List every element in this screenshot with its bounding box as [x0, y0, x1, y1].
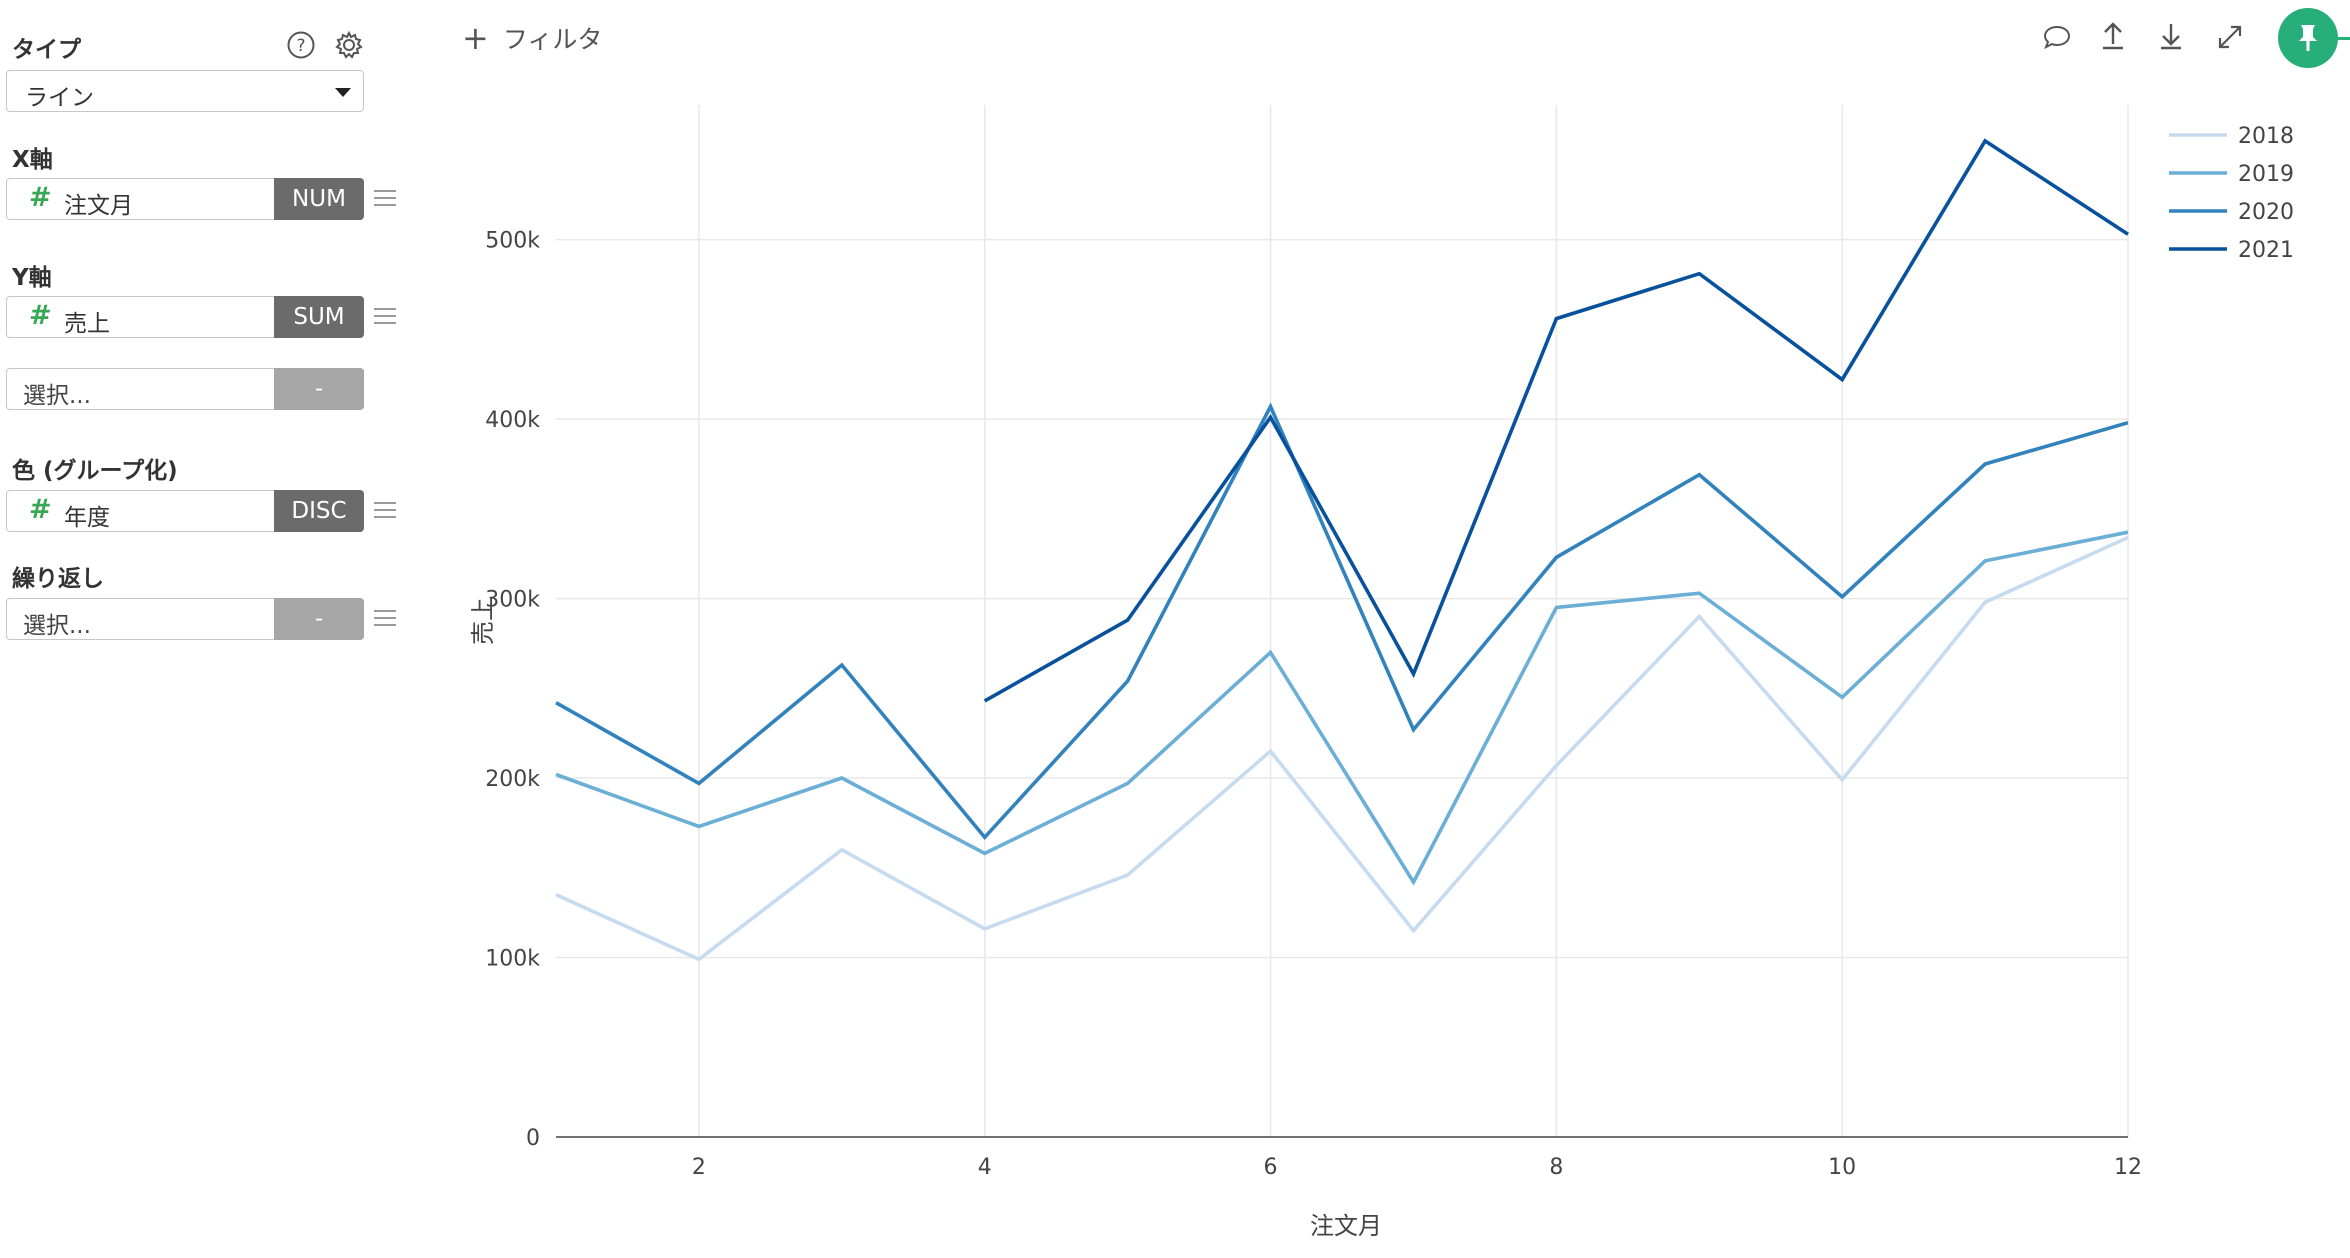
chart-settings-panel: タイプ ? ライン X軸 # 注文月 NUM Y軸 # 売上 SUM 選択...…: [0, 0, 420, 1258]
add-filter-button[interactable]: + フィルタ: [462, 20, 602, 56]
gear-icon[interactable]: [334, 30, 364, 60]
y-tick-label: 400k: [485, 408, 540, 433]
pin-button[interactable]: [2278, 8, 2338, 68]
chart-type-select[interactable]: ライン: [6, 70, 364, 112]
comment-icon[interactable]: [2042, 20, 2072, 52]
y-axis-agg-button[interactable]: SUM: [274, 296, 364, 338]
color-field-name: 年度: [64, 505, 110, 531]
legend-label-2020: 2020: [2238, 200, 2294, 225]
x-axis-title: 注文月: [1310, 1212, 1382, 1240]
upload-icon[interactable]: [2098, 20, 2128, 52]
pin-icon: [2299, 25, 2317, 51]
color-agg-button[interactable]: DISC: [274, 490, 364, 532]
drag-handle-icon[interactable]: [374, 190, 396, 206]
x-tick-label: 4: [978, 1155, 992, 1180]
x-tick-label: 6: [1264, 1155, 1278, 1180]
drag-handle-icon[interactable]: [374, 308, 396, 324]
x-tick-label: 12: [2114, 1155, 2142, 1180]
x-tick-label: 8: [1549, 1155, 1563, 1180]
type-label: タイプ: [12, 37, 81, 63]
legend-label-2019: 2019: [2238, 162, 2294, 187]
legend-label-2018: 2018: [2238, 124, 2294, 149]
help-icon[interactable]: ?: [286, 30, 316, 60]
x-axis-field[interactable]: # 注文月 NUM: [6, 178, 364, 220]
repeat-label: 繰り返し: [12, 566, 104, 592]
repeat-placeholder: 選択...: [23, 613, 91, 639]
numeric-type-icon: #: [29, 494, 52, 525]
color-field[interactable]: # 年度 DISC: [6, 490, 364, 532]
y-axis-extra-agg-button[interactable]: -: [274, 368, 364, 410]
y-tick-label: 100k: [485, 947, 540, 972]
repeat-agg-button[interactable]: -: [274, 598, 364, 640]
chart-series: [555, 138, 2129, 962]
numeric-type-icon: #: [29, 300, 52, 331]
series-line-2018: [555, 535, 2129, 962]
legend-label-2021: 2021: [2238, 238, 2294, 263]
chevron-down-icon: [335, 88, 351, 97]
expand-icon[interactable]: [2215, 20, 2245, 52]
repeat-field[interactable]: 選択... -: [6, 598, 364, 640]
series-line-2019: [555, 530, 2129, 886]
drag-handle-icon[interactable]: [374, 502, 396, 518]
x-tick-label: 2: [692, 1155, 706, 1180]
y-tick-label: 300k: [485, 588, 540, 613]
chart-axes: 0 100k 200k 300k 400k 500k 2 4 6 8 10 12: [485, 229, 2142, 1180]
y-tick-label: 200k: [485, 767, 540, 792]
series-line-2020: [555, 402, 2129, 841]
y-tick-label: 0: [526, 1126, 540, 1151]
plus-icon: +: [462, 19, 489, 57]
color-label: 色 (グループ化): [12, 458, 178, 484]
y-axis-field[interactable]: # 売上 SUM: [6, 296, 364, 338]
x-axis-label: X軸: [12, 147, 53, 173]
x-axis-field-name: 注文月: [64, 193, 133, 219]
pin-connector: [2334, 37, 2350, 40]
filter-label: フィルタ: [502, 25, 603, 54]
numeric-type-icon: #: [29, 182, 52, 213]
y-axis-label: Y軸: [12, 265, 52, 291]
y-axis-extra-field[interactable]: 選択... -: [6, 368, 364, 410]
y-axis-extra-placeholder: 選択...: [23, 383, 91, 409]
drag-handle-icon[interactable]: [374, 610, 396, 626]
y-axis-title: 売上: [469, 597, 497, 645]
series-line-2021: [983, 138, 2129, 703]
y-tick-label: 500k: [485, 229, 540, 254]
x-tick-label: 10: [1828, 1155, 1856, 1180]
download-icon[interactable]: [2156, 20, 2186, 52]
x-axis-agg-button[interactable]: NUM: [274, 178, 364, 220]
svg-text:?: ?: [296, 36, 305, 56]
chart-type-value: ライン: [25, 85, 94, 111]
chart-legend: 2018 2019 2020 2021: [2169, 124, 2294, 263]
y-axis-field-name: 売上: [64, 311, 110, 337]
chart-grid: [556, 105, 2129, 1137]
